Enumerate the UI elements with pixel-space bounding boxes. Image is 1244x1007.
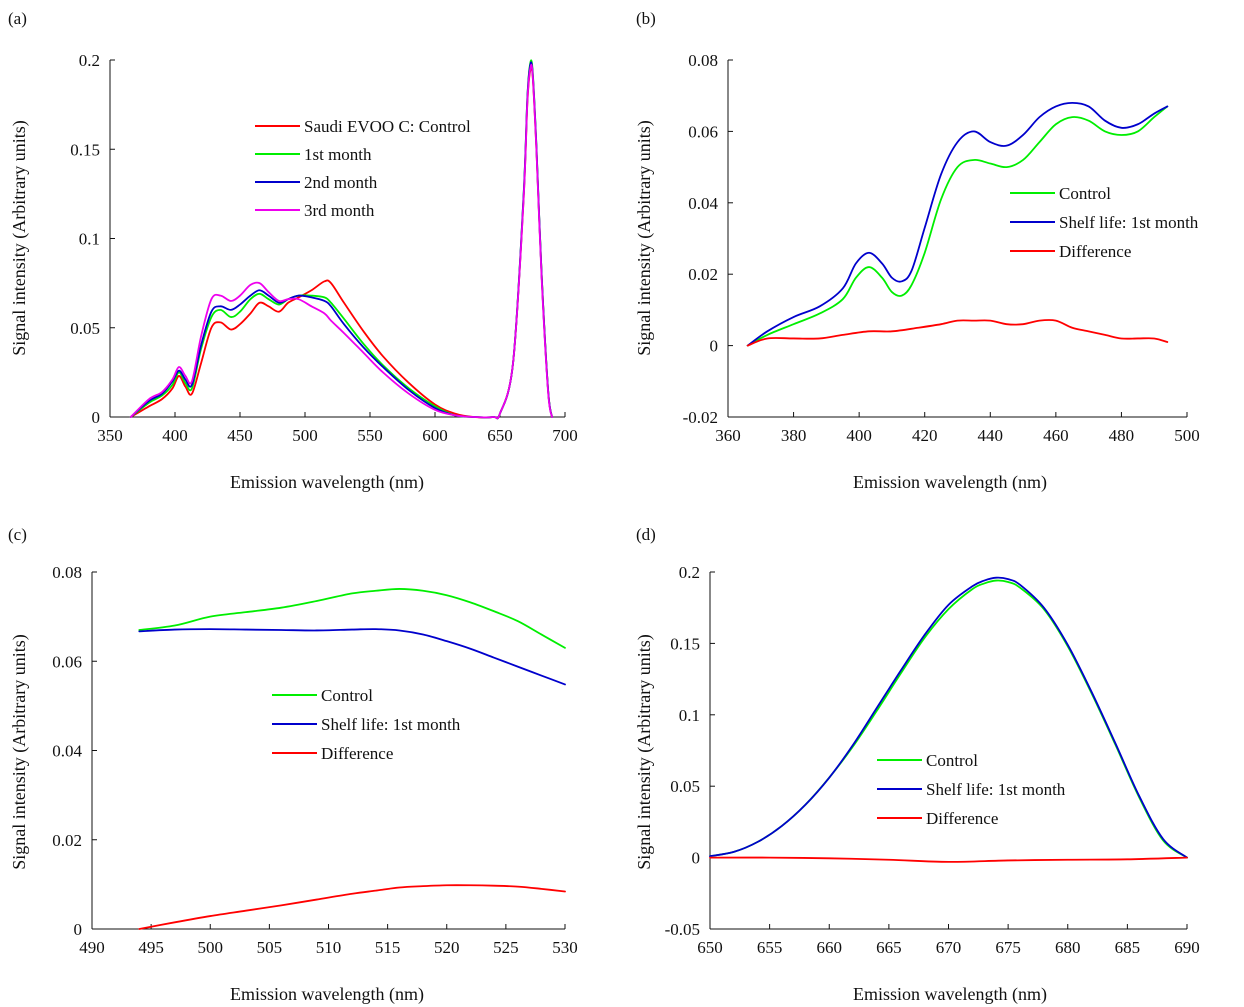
- y-tick-label: 0: [92, 408, 101, 427]
- y-axis-label: Signal intensity (Arbitrary units): [9, 120, 30, 355]
- y-tick-label: 0.05: [70, 319, 100, 338]
- panel-label: (d): [636, 525, 656, 544]
- legend-entry: 1st month: [304, 145, 372, 164]
- x-tick-label: 400: [162, 426, 188, 445]
- y-tick-label: 0.05: [670, 777, 700, 796]
- panel-d: (d) Signal intensity (Arbitrary units) E…: [634, 525, 1200, 1005]
- legend-entry: Difference: [1059, 242, 1131, 261]
- x-tick-label: 520: [434, 938, 460, 957]
- legend: Control Shelf life: 1st month Difference: [1010, 184, 1199, 261]
- x-tick-label: 550: [357, 426, 383, 445]
- x-axis-label: Emission wavelength (nm): [230, 984, 424, 1005]
- x-tick-label: 515: [375, 938, 401, 957]
- y-tick-label: 0.2: [79, 51, 100, 70]
- y-tick-label: 0.1: [679, 706, 700, 725]
- y-tick-label: 0: [74, 920, 83, 939]
- x-tick-label: 525: [493, 938, 519, 957]
- y-tick-label: 0.04: [688, 194, 718, 213]
- y-tick-label: 0.15: [70, 140, 100, 159]
- x-axis-label: Emission wavelength (nm): [853, 472, 1047, 493]
- x-tick-label: 675: [995, 938, 1021, 957]
- y-tick-label: 0.1: [79, 230, 100, 249]
- x-tick-label: 510: [316, 938, 342, 957]
- x-tick-label: 450: [227, 426, 253, 445]
- y-tick-label: -0.02: [683, 408, 718, 427]
- panel-label: (a): [8, 9, 27, 28]
- x-tick-label: 700: [552, 426, 578, 445]
- x-tick-label: 490: [79, 938, 105, 957]
- panel-label: (b): [636, 9, 656, 28]
- x-tick-label: 400: [846, 426, 872, 445]
- legend: Control Shelf life: 1st month Difference: [272, 686, 461, 763]
- x-tick-label: 670: [936, 938, 962, 957]
- y-tick-label: 0.06: [52, 652, 82, 671]
- x-tick-label: 360: [715, 426, 741, 445]
- x-tick-label: 460: [1043, 426, 1069, 445]
- panel-c: (c) Signal intensity (Arbitrary units) E…: [8, 525, 578, 1005]
- y-tick-label: -0.05: [665, 920, 700, 939]
- legend-entry: Control: [1059, 184, 1111, 203]
- x-tick-label: 665: [876, 938, 902, 957]
- x-tick-label: 480: [1109, 426, 1135, 445]
- legend-entry: Shelf life: 1st month: [926, 780, 1066, 799]
- x-axis-label: Emission wavelength (nm): [230, 472, 424, 493]
- y-tick-label: 0.2: [679, 563, 700, 582]
- legend-entry: Shelf life: 1st month: [321, 715, 461, 734]
- y-tick-label: 0.15: [670, 634, 700, 653]
- x-tick-label: 660: [817, 938, 843, 957]
- y-tick-label: 0.08: [688, 51, 718, 70]
- legend-entry: Control: [321, 686, 373, 705]
- x-tick-label: 500: [1174, 426, 1200, 445]
- legend: Saudi EVOO C: Control 1st month 2nd month 3…: [255, 117, 471, 220]
- legend-entry: 2nd month: [304, 173, 378, 192]
- y-tick-label: 0.06: [688, 122, 718, 141]
- legend-entry: 3rd month: [304, 201, 375, 220]
- y-tick-label: 0: [692, 849, 701, 868]
- x-tick-label: 600: [422, 426, 448, 445]
- y-axis-label: Signal intensity (Arbitrary units): [634, 634, 655, 869]
- series-line-4: [129, 63, 553, 420]
- x-tick-label: 350: [97, 426, 123, 445]
- panel-a: (a) Signal intensity (Arbitrary units) E…: [8, 9, 578, 493]
- y-tick-label: 0.04: [52, 742, 82, 761]
- legend-entry: Saudi EVOO C: Control: [304, 117, 471, 136]
- legend-entry: Shelf life: 1st month: [1059, 213, 1199, 232]
- panel-label: (c): [8, 525, 27, 544]
- x-tick-label: 500: [292, 426, 318, 445]
- series-line-1: [746, 105, 1169, 347]
- y-tick-label: 0.02: [52, 831, 82, 850]
- x-tick-label: 380: [781, 426, 807, 445]
- x-tick-label: 530: [552, 938, 578, 957]
- y-axis-label: Signal intensity (Arbitrary units): [634, 120, 655, 355]
- x-tick-label: 500: [198, 938, 224, 957]
- series-line-1: [138, 588, 566, 649]
- x-tick-label: 650: [487, 426, 513, 445]
- x-tick-label: 655: [757, 938, 783, 957]
- y-tick-label: 0.02: [688, 265, 718, 284]
- series-line-3: [709, 856, 1188, 863]
- panel-b: (b) Signal intensity (Arbitrary units) E…: [634, 9, 1200, 493]
- x-axis-label: Emission wavelength (nm): [853, 984, 1047, 1005]
- x-tick-label: 505: [257, 938, 283, 957]
- legend-entry: Control: [926, 751, 978, 770]
- legend: Control Shelf life: 1st month Difference: [877, 751, 1066, 828]
- x-tick-label: 685: [1115, 938, 1141, 957]
- legend-entry: Difference: [321, 744, 393, 763]
- x-tick-label: 690: [1174, 938, 1200, 957]
- series-line-3: [746, 319, 1169, 347]
- x-tick-label: 650: [697, 938, 723, 957]
- series-line-2: [138, 628, 566, 686]
- series-line-2: [709, 576, 1188, 859]
- x-tick-label: 495: [138, 938, 164, 957]
- series-line-3: [138, 884, 566, 930]
- series-line-2: [746, 101, 1169, 347]
- x-tick-label: 680: [1055, 938, 1081, 957]
- legend-entry: Difference: [926, 809, 998, 828]
- y-tick-label: 0.08: [52, 563, 82, 582]
- y-tick-label: 0: [710, 337, 719, 356]
- x-tick-label: 440: [978, 426, 1004, 445]
- y-axis-label: Signal intensity (Arbitrary units): [9, 634, 30, 869]
- x-tick-label: 420: [912, 426, 938, 445]
